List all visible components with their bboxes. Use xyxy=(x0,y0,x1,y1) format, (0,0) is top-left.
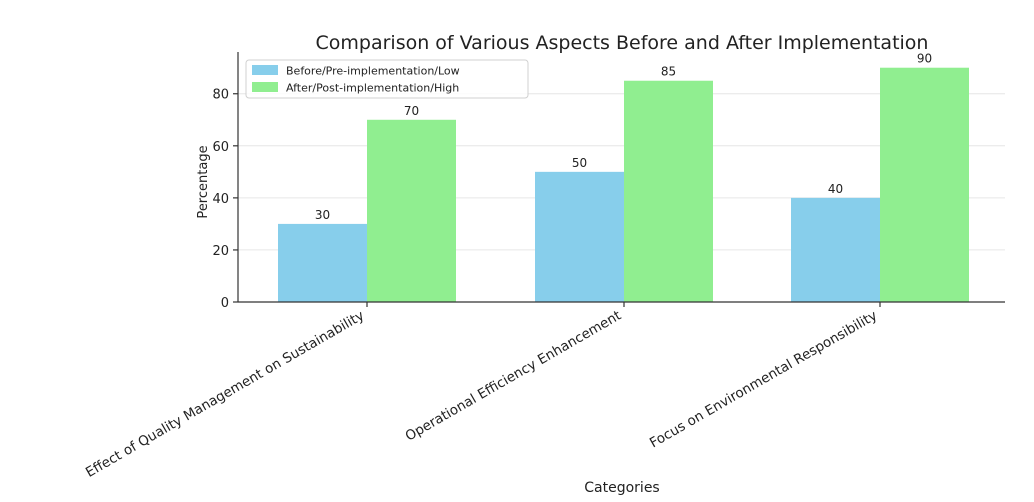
legend-label: Before/Pre-implementation/Low xyxy=(286,65,460,78)
x-tick-label: Effect of Quality Management on Sustaina… xyxy=(83,308,367,481)
bar xyxy=(880,67,969,302)
y-tick-label: 60 xyxy=(212,140,229,155)
y-tick-label: 0 xyxy=(221,296,229,311)
legend-swatch xyxy=(252,82,278,92)
bar-value-label: 70 xyxy=(404,104,419,118)
x-tick-label: Focus on Environmental Responsibility xyxy=(647,308,880,452)
bar xyxy=(791,197,880,302)
y-tick-label: 40 xyxy=(212,192,229,207)
bar xyxy=(535,171,624,302)
x-tick-label: Operational Efficiency Enhancement xyxy=(403,308,624,445)
bar-value-label: 90 xyxy=(917,52,932,66)
y-tick-label: 20 xyxy=(212,244,229,259)
legend-swatch xyxy=(252,65,278,75)
y-tick-label: 80 xyxy=(212,88,229,103)
bar xyxy=(624,80,713,302)
x-axis-label: Categories xyxy=(584,480,659,496)
y-tick-labels: 0 20 40 60 80 xyxy=(212,88,238,311)
bar xyxy=(367,119,456,303)
bar xyxy=(278,223,367,302)
bars: 30 50 40 70 85 90 xyxy=(278,52,969,303)
bar-value-label: 40 xyxy=(828,182,843,196)
y-axis-label: Percentage xyxy=(196,145,211,218)
legend: Before/Pre-implementation/Low After/Post-… xyxy=(245,59,529,99)
legend-box xyxy=(245,59,529,99)
bar-value-label: 85 xyxy=(661,65,676,79)
bar-value-label: 30 xyxy=(315,208,330,222)
chart-title: Comparison of Various Aspects Before and… xyxy=(316,32,929,54)
bar-value-label: 50 xyxy=(572,156,587,170)
x-tick-labels: Effect of Quality Management on Sustaina… xyxy=(83,302,881,481)
legend-label: After/Post-implementation/High xyxy=(286,82,459,95)
